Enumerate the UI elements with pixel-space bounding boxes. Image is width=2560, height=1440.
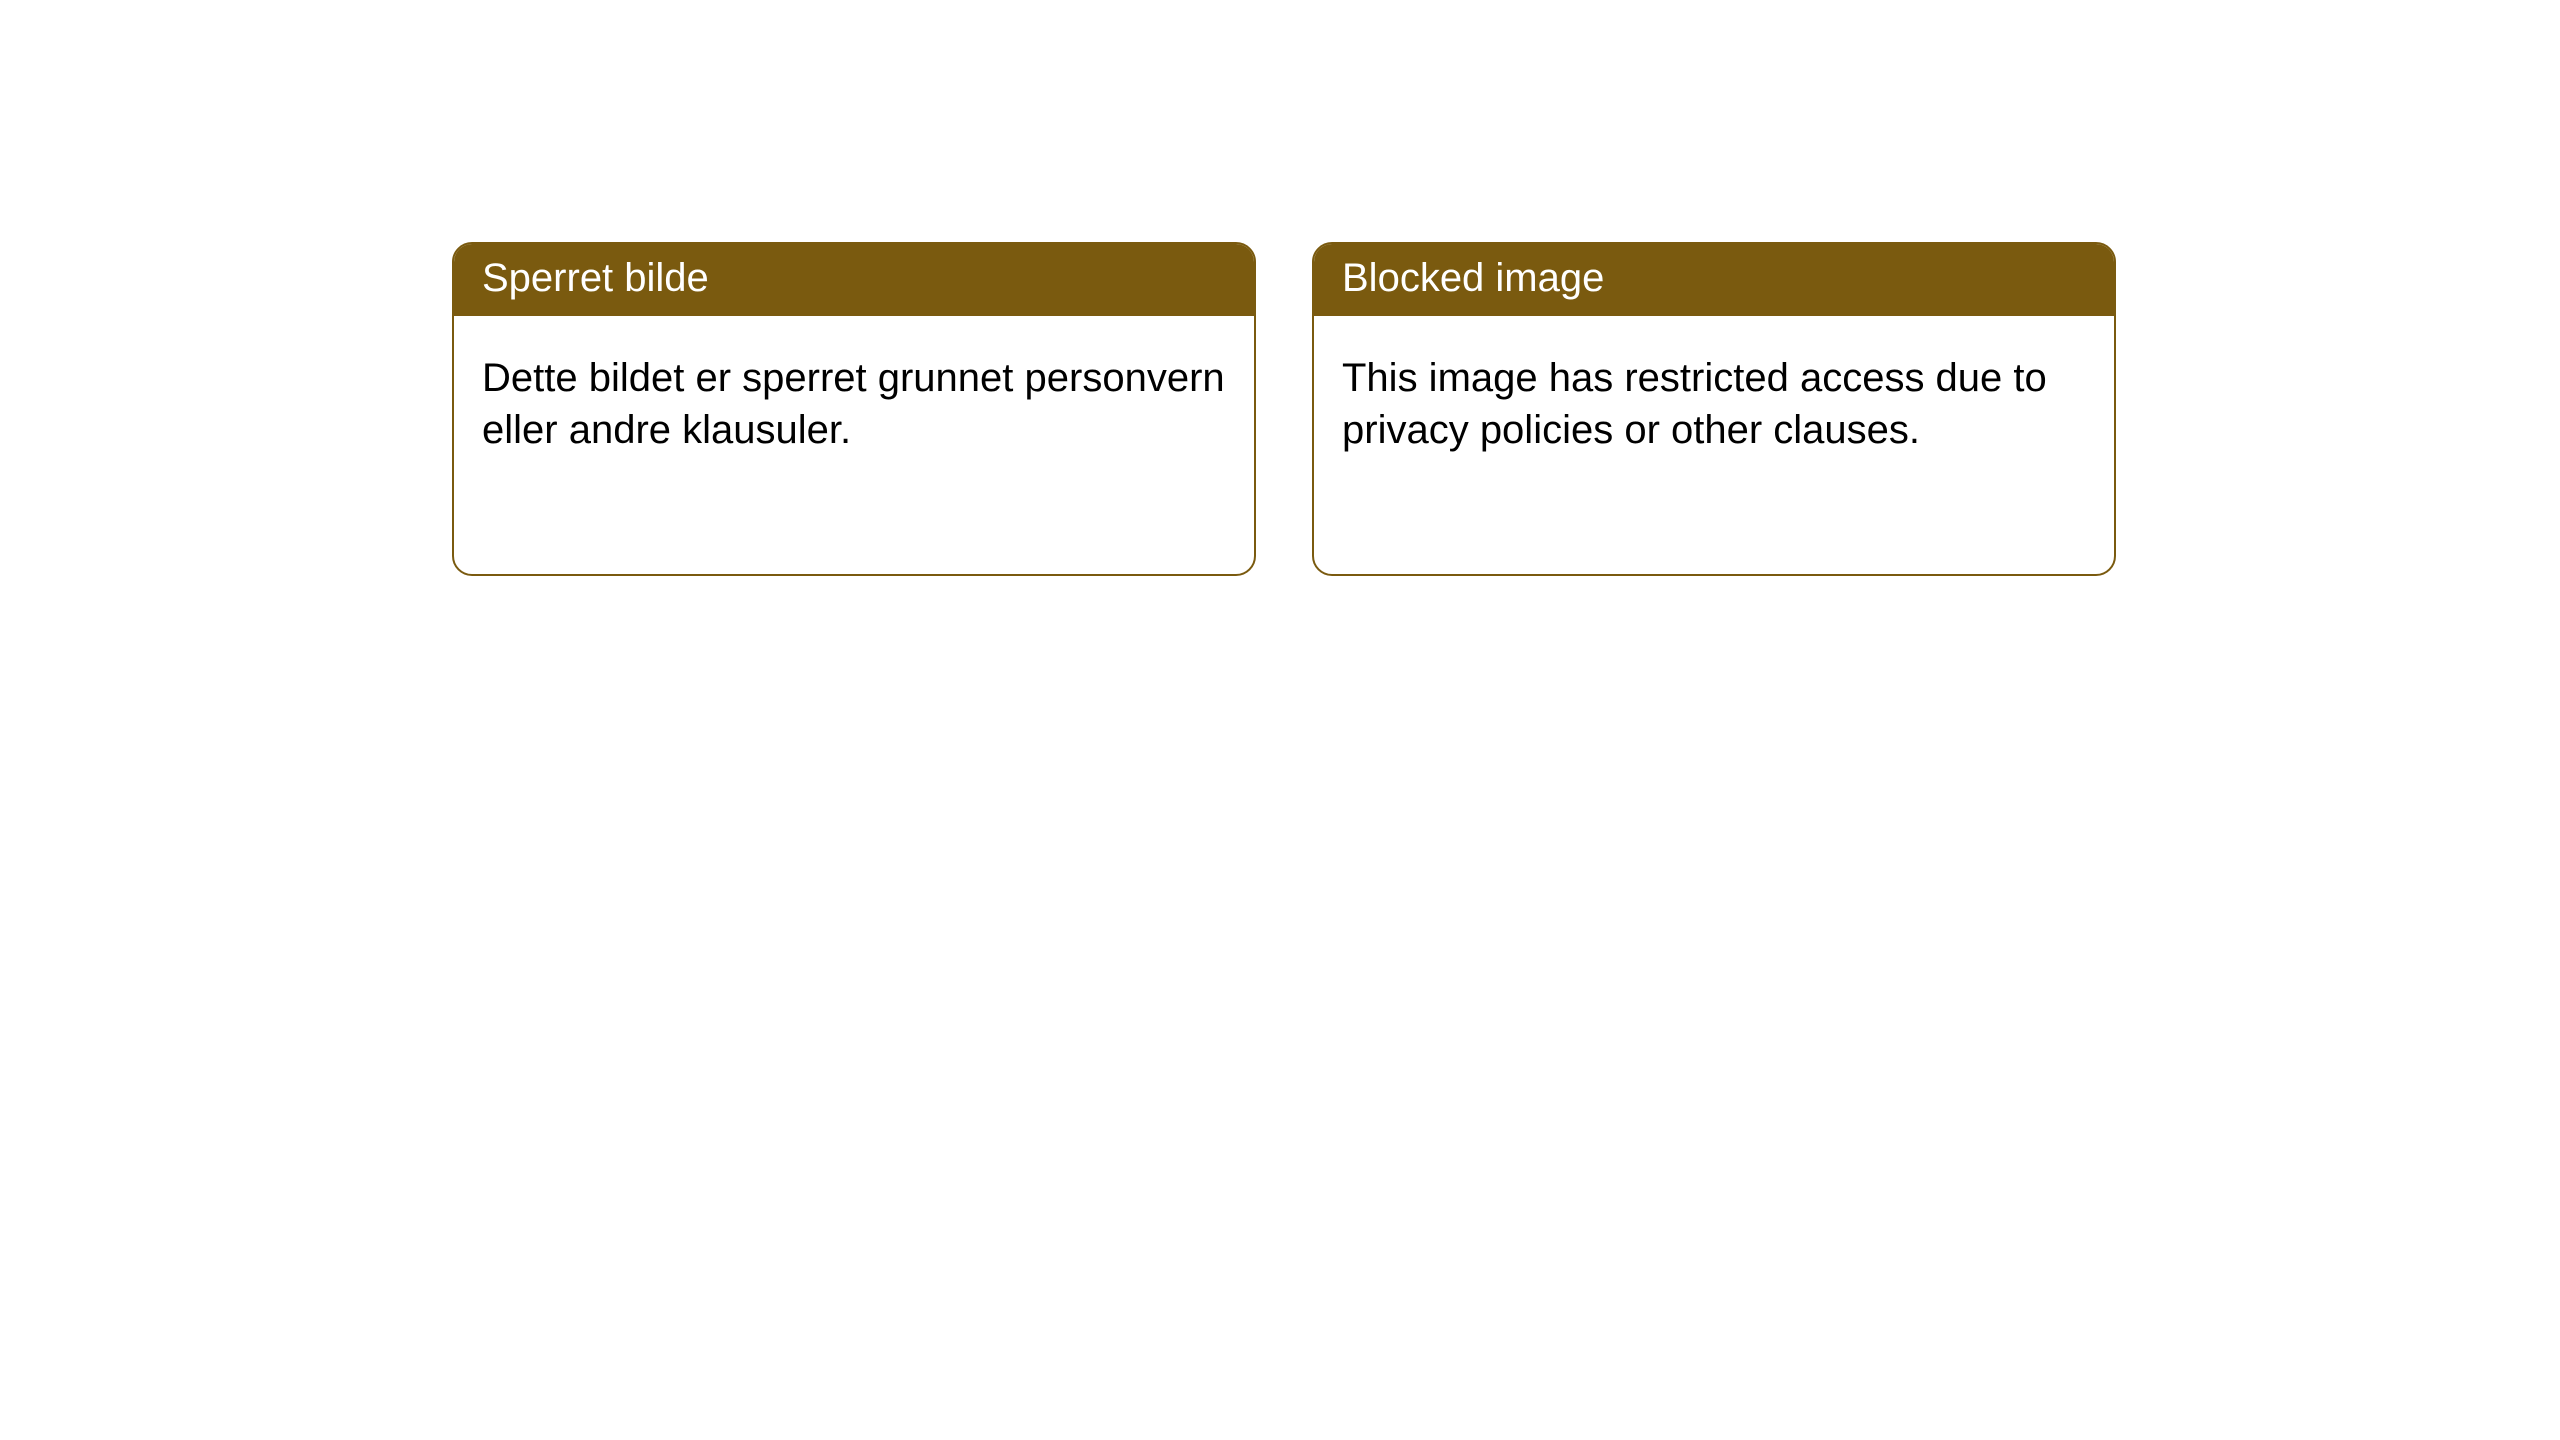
card-header: Sperret bilde bbox=[454, 244, 1254, 316]
card-body: Dette bildet er sperret grunnet personve… bbox=[454, 316, 1254, 492]
card-title: Sperret bilde bbox=[482, 256, 709, 300]
notice-container: Sperret bilde Dette bildet er sperret gr… bbox=[0, 0, 2560, 576]
card-header: Blocked image bbox=[1314, 244, 2114, 316]
blocked-image-card-en: Blocked image This image has restricted … bbox=[1312, 242, 2116, 576]
card-title: Blocked image bbox=[1342, 256, 1604, 300]
card-body-text: This image has restricted access due to … bbox=[1342, 356, 2047, 452]
card-body: This image has restricted access due to … bbox=[1314, 316, 2114, 492]
card-body-text: Dette bildet er sperret grunnet personve… bbox=[482, 356, 1225, 452]
blocked-image-card-no: Sperret bilde Dette bildet er sperret gr… bbox=[452, 242, 1256, 576]
